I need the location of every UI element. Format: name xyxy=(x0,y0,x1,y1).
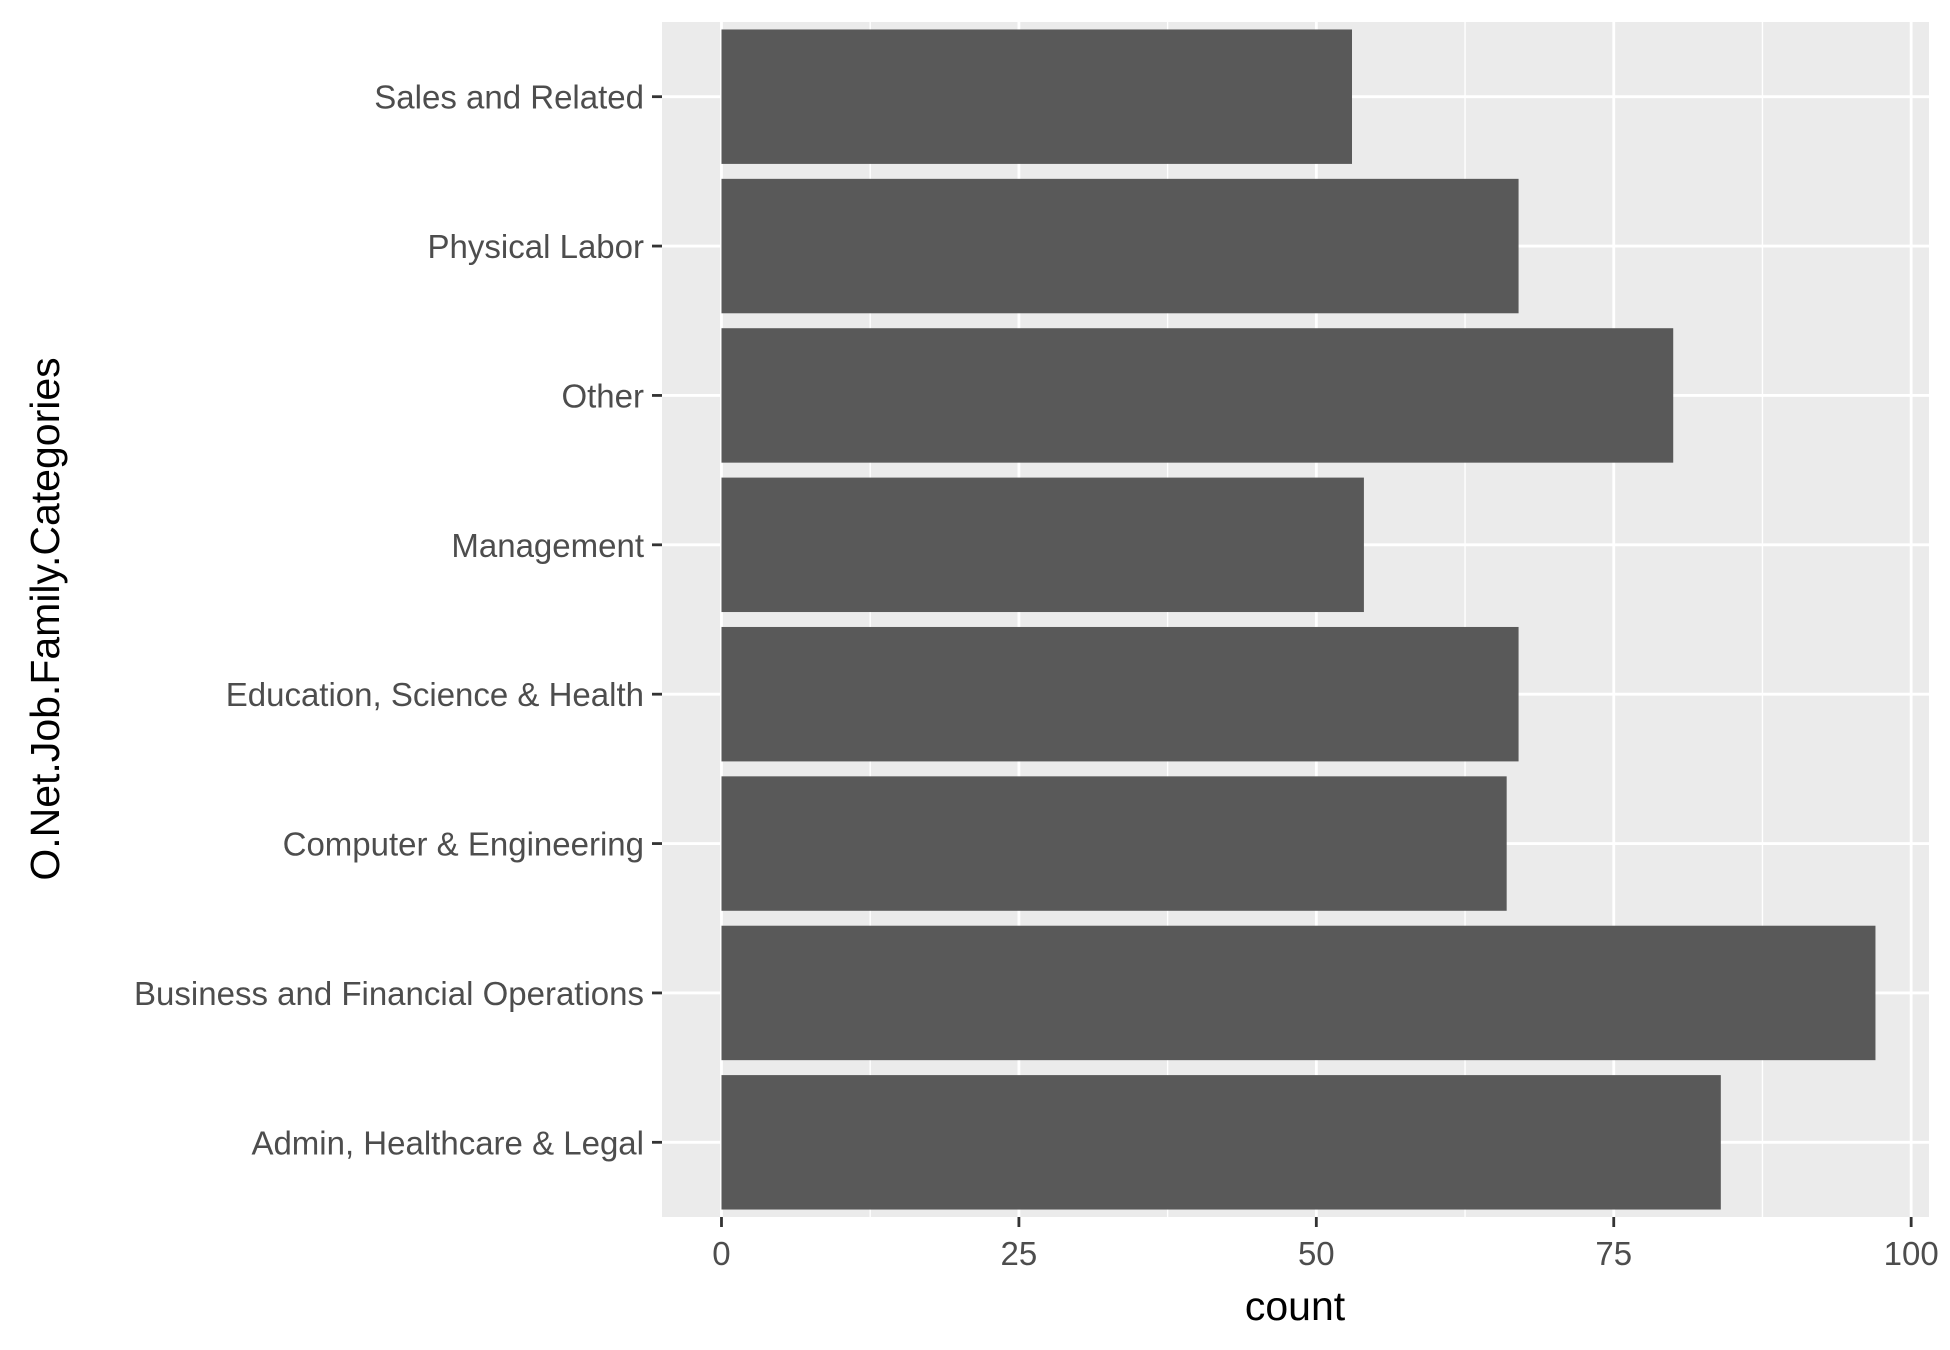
bar xyxy=(721,776,1507,911)
x-tick-label: 0 xyxy=(712,1235,730,1272)
y-tick-label: Education, Science & Health xyxy=(226,676,644,713)
x-axis-title: count xyxy=(1245,1283,1346,1329)
bar xyxy=(721,477,1364,613)
y-tick-label: Physical Labor xyxy=(428,228,644,265)
x-tick-label: 25 xyxy=(1001,1235,1038,1272)
bar xyxy=(721,925,1876,1061)
y-axis-title: O.Net.Job.Family.Categories xyxy=(22,357,68,880)
x-axis: 0 25 50 75 100 xyxy=(712,1217,1939,1272)
x-tick-label: 75 xyxy=(1595,1235,1632,1272)
y-tick-label: Management xyxy=(451,527,644,564)
y-tick-label: Business and Financial Operations xyxy=(134,975,644,1012)
bar xyxy=(721,626,1519,762)
y-tick-label: Other xyxy=(561,377,644,414)
bars xyxy=(721,29,1876,1210)
y-tick-label: Sales and Related xyxy=(374,79,644,116)
bar xyxy=(721,1075,1721,1210)
bar xyxy=(721,29,1353,164)
y-axis: Admin, Healthcare & Legal Business and Fi… xyxy=(134,79,662,1161)
x-tick-label: 50 xyxy=(1298,1235,1335,1272)
y-tick-label: Admin, Healthcare & Legal xyxy=(251,1124,644,1161)
x-tick-label: 100 xyxy=(1884,1235,1939,1272)
bar xyxy=(721,328,1674,463)
bar xyxy=(721,178,1519,314)
y-tick-label: Computer & Engineering xyxy=(283,826,644,863)
